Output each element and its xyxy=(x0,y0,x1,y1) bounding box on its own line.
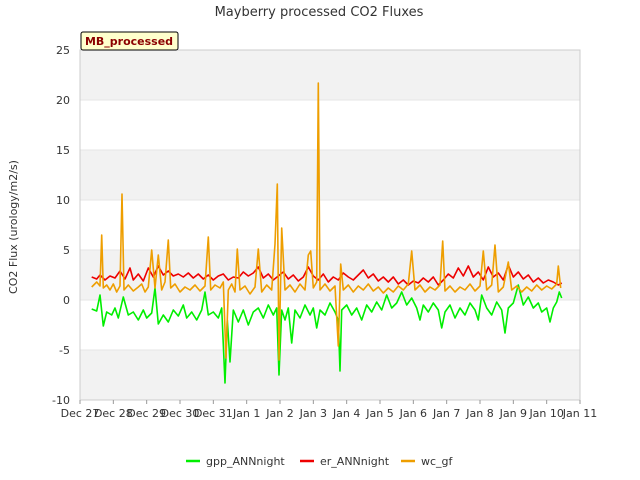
x-tick-label: Dec 31 xyxy=(194,407,233,420)
y-tick-label: 15 xyxy=(56,144,70,157)
x-tick-label: Jan 6 xyxy=(399,407,427,420)
x-tick-label: Jan 10 xyxy=(528,407,563,420)
background-band xyxy=(80,350,580,400)
series-line-wc_gf xyxy=(91,82,562,361)
legend: gpp_ANNnight er_ANNnight wc_gf xyxy=(186,455,454,468)
x-tick-label: Dec 27 xyxy=(61,407,100,420)
background-band xyxy=(80,150,580,200)
x-tick-label: Jan 9 xyxy=(499,407,527,420)
plot-background-bands xyxy=(80,50,580,400)
x-tick-label: Jan 5 xyxy=(365,407,393,420)
legend-label-er_ANNnight: er_ANNnight xyxy=(320,455,390,468)
chart-title: Mayberry processed CO2 Fluxes xyxy=(215,5,424,20)
y-tick-label: 10 xyxy=(56,194,70,207)
y-tick-label: 25 xyxy=(56,44,70,57)
x-tick-label: Dec 29 xyxy=(127,407,166,420)
series-layer xyxy=(91,82,563,384)
x-tick-label: Jan 4 xyxy=(332,407,360,420)
x-tick-label: Jan 2 xyxy=(265,407,293,420)
legend-label-wc_gf: wc_gf xyxy=(421,455,454,468)
badge-label: MB_processed xyxy=(85,35,173,48)
legend-label-gpp_ANNnight: gpp_ANNnight xyxy=(206,455,285,468)
y-tick-label: -5 xyxy=(59,344,70,357)
x-tick-label: Dec 28 xyxy=(94,407,133,420)
series-line-er_ANNnight xyxy=(91,264,563,286)
x-tick-label: Jan 3 xyxy=(299,407,327,420)
y-axis-ticks: -10 -5 0 5 10 15 20 25 xyxy=(52,44,70,407)
series-line-gpp_ANNnight xyxy=(91,284,563,384)
x-tick-label: Jan 11 xyxy=(562,407,597,420)
y-tick-label: 0 xyxy=(63,294,70,307)
x-tick-label: Dec 30 xyxy=(161,407,200,420)
x-tick-label: Jan 8 xyxy=(465,407,493,420)
gridlines xyxy=(80,49,580,401)
background-band xyxy=(80,50,580,100)
x-tick-label: Jan 1 xyxy=(232,407,260,420)
y-tick-label: -10 xyxy=(52,394,70,407)
x-tick-label: Jan 7 xyxy=(432,407,460,420)
plot-frame xyxy=(79,49,581,401)
y-axis-title: CO2 Flux (urology/m2/s) xyxy=(7,160,20,294)
mb-processed-badge: MB_processed xyxy=(80,31,179,51)
y-tick-label: 20 xyxy=(56,94,70,107)
y-tick-label: 5 xyxy=(63,244,70,257)
